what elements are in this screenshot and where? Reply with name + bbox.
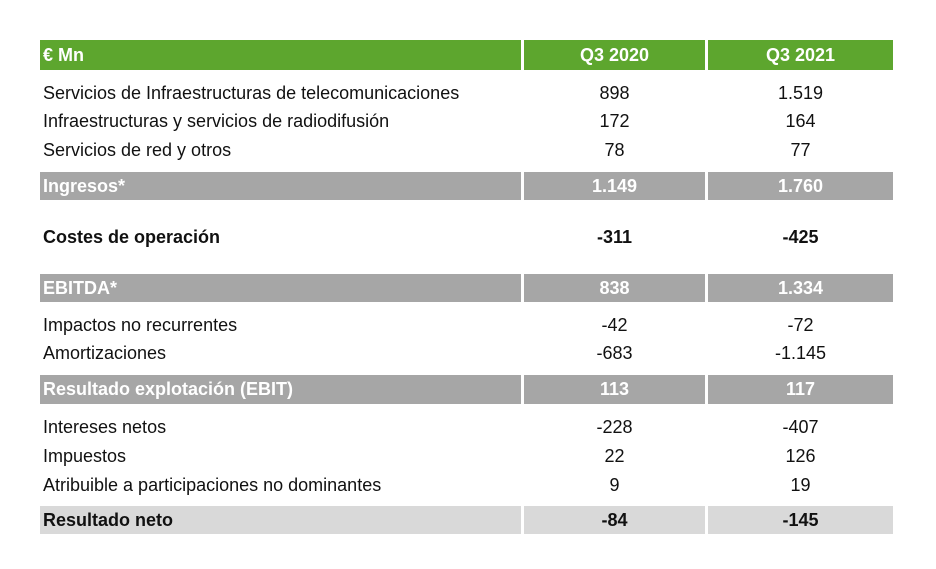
row-value: 1.334 bbox=[708, 274, 893, 302]
row-value: 126 bbox=[785, 445, 816, 466]
header-unit: € Mn bbox=[40, 40, 521, 70]
row-label: Impuestos bbox=[43, 445, 127, 466]
row-value: -407 bbox=[782, 416, 819, 437]
row-value: 9 bbox=[609, 474, 620, 495]
row-value: 78 bbox=[604, 139, 625, 160]
row-value: 22 bbox=[604, 445, 625, 466]
row-value: -72 bbox=[787, 314, 814, 335]
row-value: 898 bbox=[599, 82, 630, 103]
row-value: 164 bbox=[785, 110, 816, 131]
row-label: Amortizaciones bbox=[43, 342, 167, 363]
row-value: 172 bbox=[599, 110, 630, 131]
row-value: 1.760 bbox=[708, 172, 893, 200]
row-label: Atribuible a participaciones no dominant… bbox=[43, 474, 382, 495]
row-value: 19 bbox=[790, 474, 811, 495]
row-value: -1.145 bbox=[774, 342, 827, 363]
row-value: -311 bbox=[596, 226, 633, 247]
row-value: 113 bbox=[524, 375, 705, 404]
header-period: Q3 2020 bbox=[524, 40, 705, 70]
row-value: -683 bbox=[596, 342, 633, 363]
row-label: Costes de operación bbox=[43, 226, 221, 247]
row-label: Intereses netos bbox=[43, 416, 167, 437]
row-label: Impactos no recurrentes bbox=[43, 314, 238, 335]
row-value: -145 bbox=[708, 506, 893, 534]
row-label: Resultado neto bbox=[40, 506, 521, 534]
row-value: -228 bbox=[596, 416, 633, 437]
row-value: -42 bbox=[601, 314, 628, 335]
row-value: 838 bbox=[524, 274, 705, 302]
row-value: 77 bbox=[790, 139, 811, 160]
row-value: 117 bbox=[708, 375, 893, 404]
row-label: Servicios de red y otros bbox=[43, 139, 232, 160]
row-label: Resultado explotación (EBIT) bbox=[40, 375, 521, 404]
header-period: Q3 2021 bbox=[708, 40, 893, 70]
row-value: -84 bbox=[524, 506, 705, 534]
row-label: Ingresos* bbox=[40, 172, 521, 200]
row-value: -425 bbox=[782, 226, 819, 247]
row-value: 1.149 bbox=[524, 172, 705, 200]
row-value: 1.519 bbox=[777, 82, 824, 103]
row-label: EBITDA* bbox=[40, 274, 521, 302]
row-label: Servicios de Infraestructuras de telecom… bbox=[43, 82, 460, 103]
row-label: Infraestructuras y servicios de radiodif… bbox=[43, 110, 390, 131]
